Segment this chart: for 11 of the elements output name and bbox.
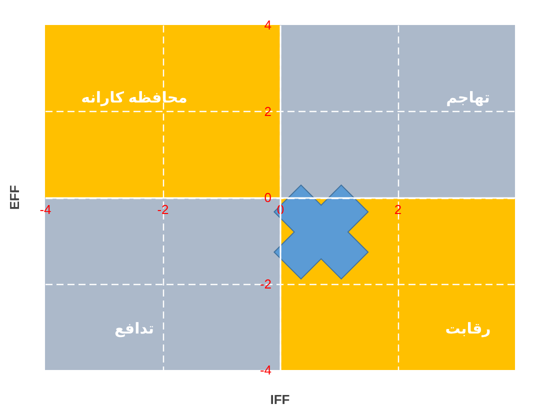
x-tick-label: -2 (157, 202, 169, 217)
annotation: محافظه کارانه (81, 89, 188, 106)
y-tick-label: -4 (260, 362, 272, 378)
x-tick-label: 2 (394, 202, 402, 217)
y-tick-label: -2 (260, 276, 272, 292)
annotation: تدافع (114, 320, 154, 338)
y-axis-title: EFF (7, 185, 22, 210)
x-axis-title: IFF (270, 392, 290, 407)
annotation: تهاجم (446, 89, 490, 106)
annotation: رقابت (445, 320, 491, 338)
x-tick-label: -4 (40, 202, 52, 217)
